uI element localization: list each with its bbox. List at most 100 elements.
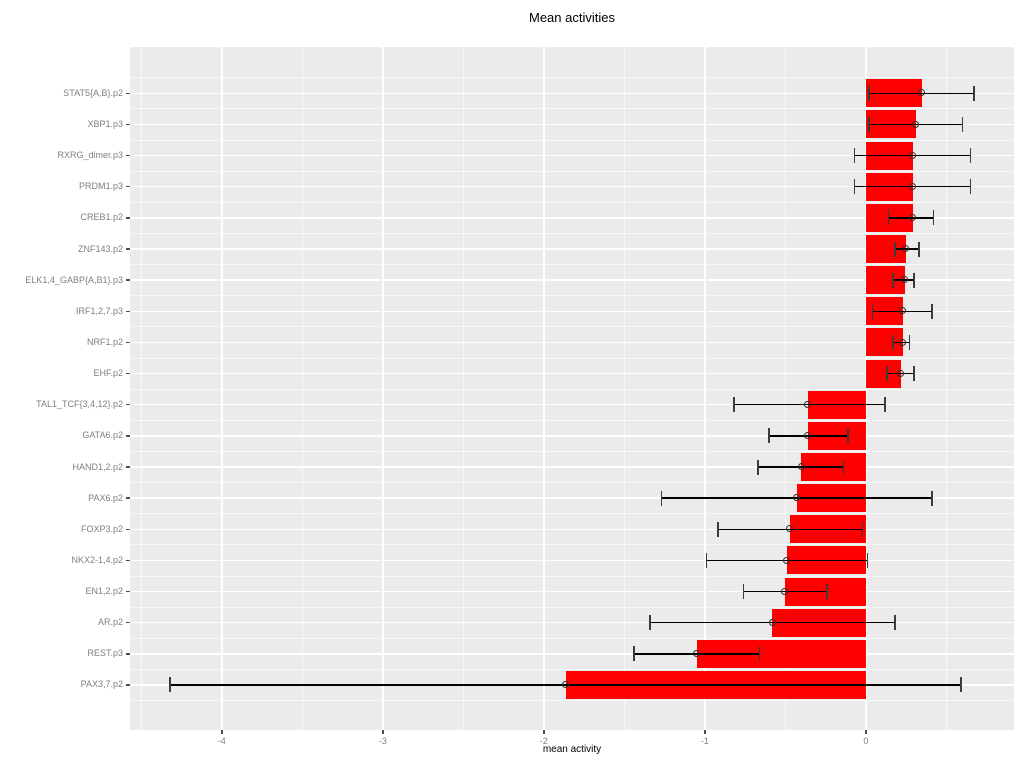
- point-estimate-marker: [898, 338, 906, 346]
- y-tick-mark: [126, 528, 130, 531]
- error-bar-cap: [866, 552, 869, 568]
- gridline-minor-horizontal: [130, 668, 1014, 670]
- gridline-major-horizontal: [130, 341, 1014, 344]
- error-bar-cap: [932, 210, 935, 226]
- point-estimate-marker: [768, 618, 776, 626]
- y-tick-mark: [126, 435, 130, 437]
- gridline-minor-vertical: [784, 47, 786, 730]
- point-estimate-marker: [803, 400, 811, 408]
- plot-panel: [130, 47, 1014, 730]
- gridline-minor-horizontal: [130, 637, 1014, 639]
- gridline-minor-horizontal: [130, 606, 1014, 608]
- y-tick-mark: [126, 590, 130, 593]
- gridline-minor-vertical: [945, 47, 947, 730]
- x-tick-mark: [543, 730, 545, 734]
- gridline-minor-horizontal: [130, 326, 1014, 328]
- x-tick-label: -1: [700, 736, 709, 746]
- point-estimate-marker: [797, 463, 805, 471]
- gridline-minor-horizontal: [130, 201, 1014, 203]
- error-bar-cap: [894, 615, 896, 631]
- gridline-minor-horizontal: [130, 264, 1014, 266]
- error-bar-cap: [913, 272, 915, 288]
- error-bar-cap: [960, 677, 962, 693]
- gridline-minor-vertical: [140, 47, 142, 730]
- point-estimate-marker: [902, 245, 910, 253]
- y-tick-label: PAX3,7.p2: [80, 679, 123, 690]
- x-tick-mark: [865, 730, 867, 734]
- error-bar-cap: [931, 303, 933, 319]
- error-bar-cap: [885, 366, 888, 382]
- y-tick-label: NRF1.p2: [86, 336, 123, 347]
- point-estimate-marker: [783, 556, 791, 564]
- point-estimate-marker: [781, 587, 789, 595]
- y-tick-label: NKX2-1,4.p2: [71, 554, 123, 565]
- error-bar-cap: [868, 116, 870, 132]
- gridline-major-horizontal: [130, 497, 1014, 499]
- gridline-major-horizontal: [130, 621, 1014, 624]
- y-tick-label: IRF1,2,7.p3: [75, 305, 123, 316]
- gridline-minor-horizontal: [130, 108, 1014, 110]
- gridline-minor-vertical: [462, 47, 464, 730]
- gridline-major-horizontal: [130, 559, 1014, 562]
- y-tick-mark: [126, 154, 130, 157]
- gridline-minor-horizontal: [130, 419, 1014, 421]
- point-estimate-marker: [898, 307, 906, 315]
- gridline-major-horizontal: [130, 123, 1014, 126]
- gridline-major-horizontal: [130, 466, 1014, 468]
- x-tick-label: -4: [217, 736, 226, 746]
- error-bar-cap: [842, 459, 845, 475]
- x-tick-label: -2: [539, 736, 548, 746]
- gridline-minor-horizontal: [130, 295, 1014, 297]
- error-bar-cap: [892, 272, 895, 288]
- y-tick-mark: [126, 217, 130, 219]
- gridline-major-horizontal: [130, 217, 1014, 219]
- y-tick-label: XBP1.p3: [87, 118, 123, 129]
- gridline-major-vertical: [865, 47, 867, 730]
- gridline-minor-horizontal: [130, 575, 1014, 577]
- x-tick-mark: [704, 730, 706, 734]
- point-estimate-marker: [692, 649, 700, 657]
- error-bar-cap: [649, 615, 651, 631]
- gridline-minor-vertical: [301, 47, 303, 730]
- error-bar-cap: [757, 459, 759, 475]
- error-bar-cap: [742, 584, 745, 600]
- point-estimate-marker: [792, 494, 800, 502]
- gridline-major-vertical: [704, 47, 706, 730]
- y-tick-label: REST.p3: [87, 648, 123, 659]
- x-tick-mark: [221, 730, 223, 734]
- point-estimate-marker: [897, 369, 905, 377]
- gridline-minor-horizontal: [130, 450, 1014, 452]
- y-tick-label: AR.p2: [97, 617, 123, 628]
- y-tick-label: EN1,2.p2: [85, 586, 123, 597]
- y-tick-mark: [126, 684, 130, 686]
- gridline-minor-horizontal: [130, 170, 1014, 172]
- y-tick-label: ZNF143.p2: [77, 243, 123, 254]
- gridline-major-vertical: [221, 47, 223, 730]
- x-tick-mark: [382, 730, 384, 734]
- x-tick-label: 0: [863, 736, 869, 746]
- gridline-major-horizontal: [130, 310, 1014, 313]
- y-tick-mark: [126, 466, 130, 468]
- point-estimate-marker: [908, 182, 916, 190]
- error-bar-cap: [853, 179, 856, 195]
- gridline-minor-horizontal: [130, 700, 1014, 702]
- error-bar-cap: [861, 521, 864, 537]
- y-tick-label: RXRG_dimer.p3: [57, 150, 123, 161]
- gridline-major-horizontal: [130, 435, 1014, 437]
- error-bar-cap: [961, 116, 964, 132]
- error-bar-cap: [733, 397, 735, 413]
- gridline-major-horizontal: [130, 248, 1014, 250]
- gridline-minor-horizontal: [130, 232, 1014, 234]
- error-bar-cap: [847, 428, 849, 444]
- y-tick-label: EHF.p2: [93, 368, 123, 379]
- error-bar-cap: [892, 334, 895, 350]
- gridline-minor-horizontal: [130, 513, 1014, 515]
- gridline-major-horizontal: [130, 653, 1014, 655]
- gridline-minor-horizontal: [130, 139, 1014, 141]
- gridline-minor-horizontal: [130, 482, 1014, 484]
- error-bar-cap: [758, 646, 761, 662]
- y-tick-mark: [126, 403, 130, 406]
- error-bar-cap: [716, 521, 719, 537]
- gridline-major-horizontal: [130, 154, 1014, 157]
